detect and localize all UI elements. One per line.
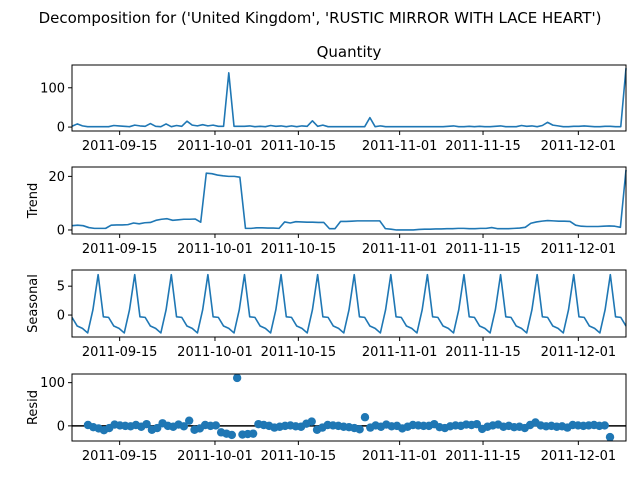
resid-xtick-label: 2011-11-15 bbox=[445, 449, 521, 464]
observed-ytick-label: 100 bbox=[40, 81, 65, 96]
seasonal-ytick-label: 5 bbox=[57, 280, 65, 295]
resid-xtick-label: 2011-10-15 bbox=[261, 449, 337, 464]
observed-xtick-label: 2011-11-15 bbox=[445, 139, 521, 154]
resid-point bbox=[142, 419, 151, 429]
resid-xtick-label: 2011-09-15 bbox=[82, 449, 158, 464]
observed-xtick-label: 2011-12-01 bbox=[541, 139, 617, 154]
observed-xtick-label: 2011-11-01 bbox=[362, 139, 438, 154]
resid-ytick-label: 100 bbox=[40, 376, 65, 391]
seasonal-xtick-label: 2011-10-15 bbox=[261, 345, 337, 360]
resid-point bbox=[184, 416, 194, 425]
resid-ytick-label: 0 bbox=[57, 419, 65, 434]
trend-ylabel: Trend bbox=[26, 183, 41, 220]
trend-xtick-label: 2011-10-15 bbox=[261, 242, 337, 257]
resid-point bbox=[355, 425, 364, 434]
panels-group: 0 100 2011-09-15 2011-10-01 2011-10-15 2011-1… bbox=[26, 43, 627, 464]
observed-xtick-label: 2011-10-01 bbox=[177, 139, 253, 154]
resid-point bbox=[248, 429, 258, 438]
resid-frame bbox=[71, 373, 627, 442]
seasonal-line bbox=[71, 273, 627, 334]
observed-line bbox=[71, 68, 627, 128]
trend-xtick-label: 2011-10-01 bbox=[177, 242, 253, 257]
seasonal-xtick-label: 2011-11-01 bbox=[362, 345, 438, 360]
trend-xtick-label: 2011-11-01 bbox=[362, 242, 438, 257]
resid-point bbox=[227, 430, 237, 440]
trend-ytick-label: 20 bbox=[48, 170, 65, 185]
seasonal-xtick-label: 2011-11-15 bbox=[445, 345, 521, 360]
panel-seasonal: 0 5 2011-09-15 2011-10-01 2011-10-15 2011-11-… bbox=[26, 269, 627, 360]
observed-xtick-label: 2011-09-15 bbox=[82, 139, 158, 154]
resid-ylabel: Resid bbox=[26, 390, 41, 425]
trend-line bbox=[71, 169, 627, 231]
resid-xtick-label: 2011-12-01 bbox=[541, 449, 617, 464]
seasonal-ytick-label: 0 bbox=[57, 309, 65, 324]
seasonal-ylabel: Seasonal bbox=[26, 274, 41, 333]
seasonal-xtick-label: 2011-12-01 bbox=[541, 345, 617, 360]
panel-trend: 0 20 2011-09-15 2011-10-01 2011-10-15 2011-11… bbox=[26, 166, 627, 257]
panel-observed: 0 100 2011-09-15 2011-10-01 2011-10-15 2011-1… bbox=[40, 43, 627, 154]
seasonal-xtick-label: 2011-10-01 bbox=[177, 345, 253, 360]
seasonal-frame bbox=[71, 269, 627, 338]
observed-title: Quantity bbox=[317, 43, 382, 61]
observed-ytick-label: 0 bbox=[57, 121, 65, 136]
resid-xtick-label: 2011-11-01 bbox=[362, 449, 438, 464]
resid-point bbox=[600, 421, 609, 430]
trend-xtick-label: 2011-12-01 bbox=[541, 242, 617, 257]
trend-xtick-label: 2011-11-15 bbox=[445, 242, 521, 257]
resid-point bbox=[360, 413, 370, 422]
trend-frame bbox=[71, 166, 627, 235]
resid-point bbox=[211, 421, 221, 430]
trend-xtick-label: 2011-09-15 bbox=[82, 242, 158, 257]
observed-frame bbox=[71, 64, 627, 132]
resid-point bbox=[605, 432, 615, 442]
trend-ytick-label: 0 bbox=[57, 223, 65, 238]
observed-xtick-label: 2011-10-15 bbox=[261, 139, 337, 154]
chart-title: Decomposition for ('United Kingdom', 'RU… bbox=[39, 9, 602, 27]
panel-resid: 0 100 2011-09-15 2011-10-01 2011-10-15 2011-1… bbox=[26, 373, 627, 464]
seasonal-xtick-label: 2011-09-15 bbox=[82, 345, 158, 360]
resid-point bbox=[179, 422, 189, 431]
resid-point bbox=[307, 417, 316, 426]
resid-xtick-label: 2011-10-01 bbox=[177, 449, 253, 464]
resid-point bbox=[232, 373, 242, 383]
